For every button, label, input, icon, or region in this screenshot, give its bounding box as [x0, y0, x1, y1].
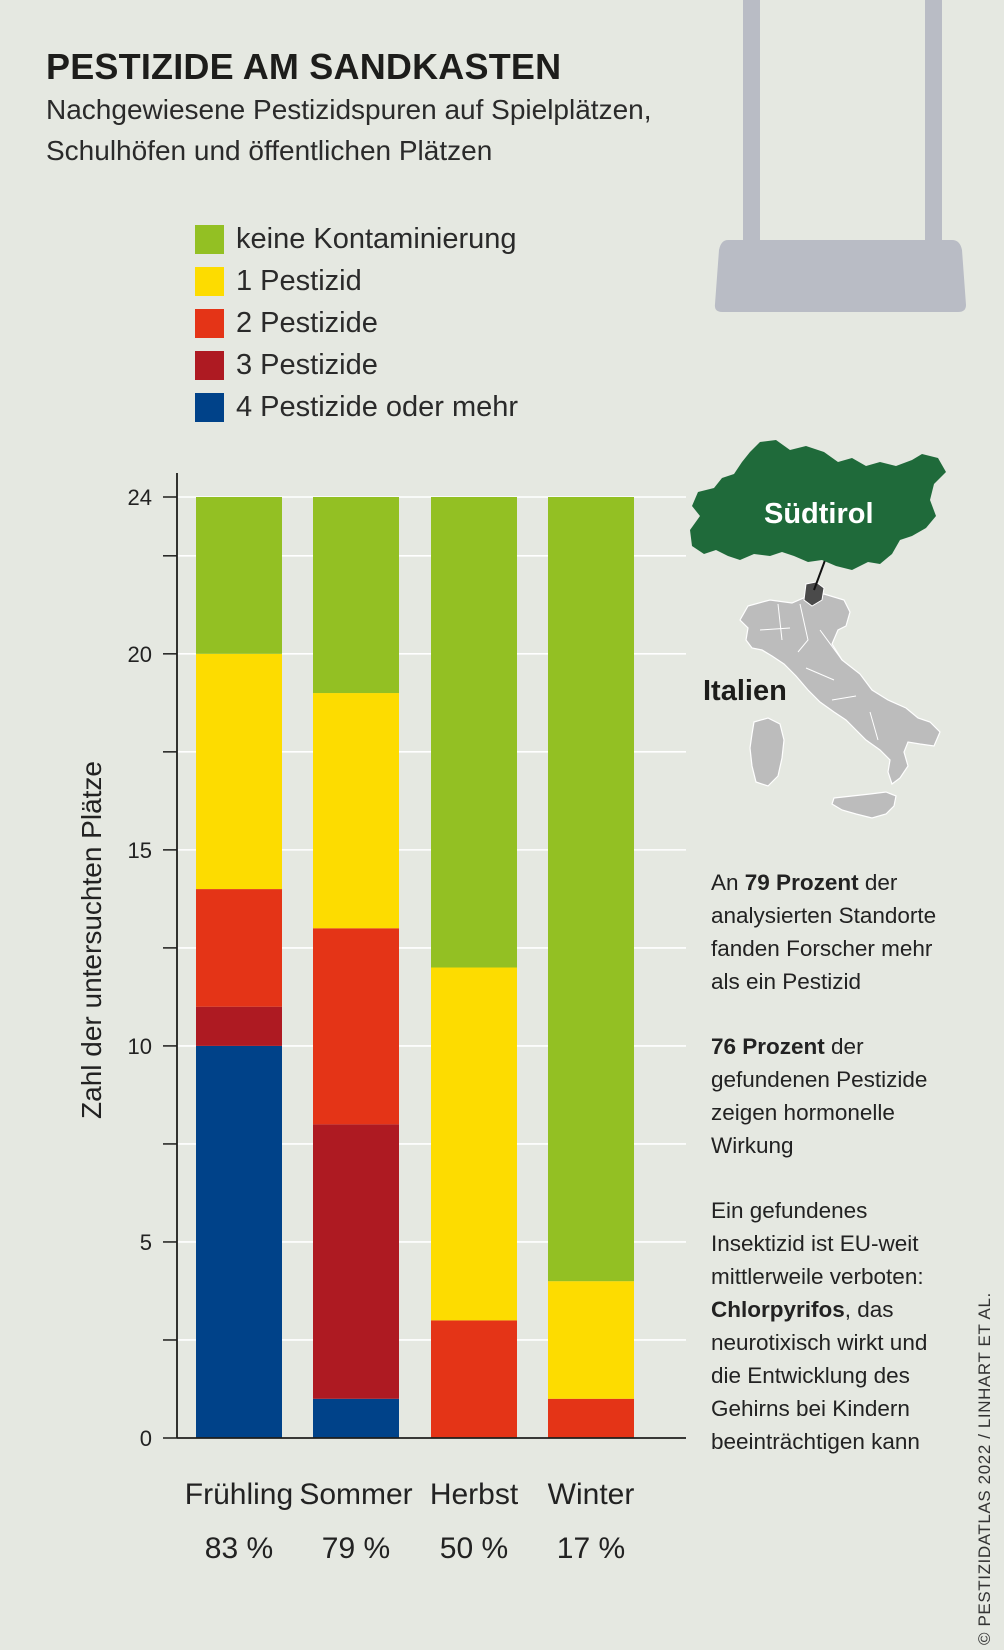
note-1-post: der analysierten Standorte fanden Forsch…	[711, 870, 937, 994]
note-1-pre: An	[711, 870, 745, 895]
legend-label-4-pestizide: 4 Pestizide oder mehr	[236, 390, 519, 423]
x-category-label: Sommer	[299, 1478, 412, 1511]
legend: keine Kontaminierung 1 Pestizid 2 Pestiz…	[195, 218, 518, 428]
bar-winter-keine-kontaminierung	[548, 497, 634, 1282]
y-tick-label: 0	[140, 1426, 152, 1451]
sardinia-shape	[749, 717, 785, 787]
swing-illustration	[714, 0, 966, 312]
bar-sommer-keine-kontaminierung	[313, 497, 399, 694]
note-2: 76 Prozent der gefundenen Pestizide zeig…	[711, 1030, 951, 1162]
bar-sommer-3-pestizide	[313, 1124, 399, 1399]
bar-winter-2-pestizide	[548, 1398, 634, 1438]
italy-map: Südtirol Italien	[690, 440, 946, 819]
x-category-label: Frühling	[185, 1478, 293, 1511]
legend-item-2-pestizide: 2 Pestizide	[195, 302, 518, 344]
region-borders	[759, 603, 879, 741]
annotation-notes: An 79 Prozent der analysierten Standorte…	[711, 866, 951, 1490]
legend-label-2-pestizide: 2 Pestizide	[236, 306, 378, 339]
bar-fruehling-2-pestizide	[196, 889, 282, 1007]
legend-item-keine: keine Kontaminierung	[195, 218, 518, 260]
y-axis: 0 5 10 15 20 24	[128, 473, 686, 1451]
legend-item-3-pestizide: 3 Pestizide	[195, 344, 518, 386]
bar-fruehling-4-pestizide-oder-mehr	[196, 1045, 282, 1438]
x-category-label: Herbst	[430, 1478, 519, 1511]
bar-herbst-1-pestizid	[431, 967, 517, 1321]
y-tick-label: 15	[128, 838, 152, 863]
bars	[196, 497, 634, 1438]
suedtirol-large-shape	[690, 440, 946, 570]
x-category-percentage: 83 %	[205, 1532, 273, 1565]
legend-swatch-2-pestizide	[195, 308, 224, 338]
legend-swatch-4-pestizide	[195, 392, 224, 422]
x-category-percentage: 50 %	[440, 1532, 508, 1565]
y-tick-label: 5	[140, 1230, 152, 1255]
bar-fruehling-keine-kontaminierung	[196, 497, 282, 654]
chart-subtitle-line1: Nachgewiesene Pestizidspuren auf Spielpl…	[46, 94, 652, 125]
legend-label-3-pestizide: 3 Pestizide	[236, 348, 378, 381]
map-label-italien: Italien	[703, 675, 787, 707]
x-category-percentage: 79 %	[322, 1532, 390, 1565]
y-axis-label: Zahl der untersuchten Plätze	[76, 761, 107, 1119]
y-tick-label: 10	[128, 1034, 152, 1059]
bar-winter-1-pestizid	[548, 1281, 634, 1399]
legend-swatch-keine	[195, 224, 224, 254]
x-category-label: Winter	[548, 1478, 635, 1511]
italy-mainland-shape	[739, 593, 941, 785]
chart-subtitle-line2: Schulhöfen und öffentlichen Plätzen	[46, 135, 493, 166]
bar-sommer-4-pestizide-oder-mehr	[313, 1398, 399, 1438]
source-credit: © PESTIZIDATLAS 2022 / LINHART ET AL.	[975, 1292, 994, 1645]
bar-fruehling-3-pestizide	[196, 1006, 282, 1046]
legend-item-4-pestizide: 4 Pestizide oder mehr	[195, 386, 518, 428]
note-3: Ein gefundenes Insektizid ist EU-weit mi…	[711, 1194, 951, 1458]
y-tick-label: 20	[128, 642, 152, 667]
chart-title: PESTIZIDE AM SANDKASTEN	[46, 46, 562, 87]
legend-item-1-pestizid: 1 Pestizid	[195, 260, 518, 302]
map-label-suedtirol: Südtirol	[764, 498, 874, 530]
note-1-bold: 79 Prozent	[744, 870, 859, 895]
note-3-bold: Chlorpyrifos	[711, 1297, 845, 1322]
y-tick-label: 24	[128, 485, 152, 510]
note-2-bold: 76 Prozent	[711, 1034, 825, 1059]
category-labels: Frühling 83 % Sommer 79 % Herbst 50 % Winter 17…	[185, 1478, 635, 1565]
bar-sommer-2-pestizide	[313, 928, 399, 1125]
note-3-post: , das neurotixisch wirkt und die Entwick…	[711, 1297, 928, 1454]
legend-swatch-3-pestizide	[195, 350, 224, 380]
legend-label-keine: keine Kontaminierung	[236, 222, 517, 255]
bar-herbst-keine-kontaminierung	[431, 497, 517, 968]
x-category-percentage: 17 %	[557, 1532, 625, 1565]
bar-sommer-1-pestizid	[313, 693, 399, 929]
note-1: An 79 Prozent der analysierten Standorte…	[711, 866, 951, 998]
legend-label-1-pestizid: 1 Pestizid	[236, 264, 362, 297]
legend-swatch-1-pestizid	[195, 266, 224, 296]
note-3-pre: Ein gefundenes Insektizid ist EU-weit mi…	[711, 1198, 924, 1289]
bar-herbst-2-pestizide	[431, 1320, 517, 1438]
sicily-shape	[831, 791, 897, 819]
bar-fruehling-1-pestizid	[196, 653, 282, 890]
note-2-post: der gefundenen Pestizide zeigen hormonel…	[711, 1034, 928, 1158]
